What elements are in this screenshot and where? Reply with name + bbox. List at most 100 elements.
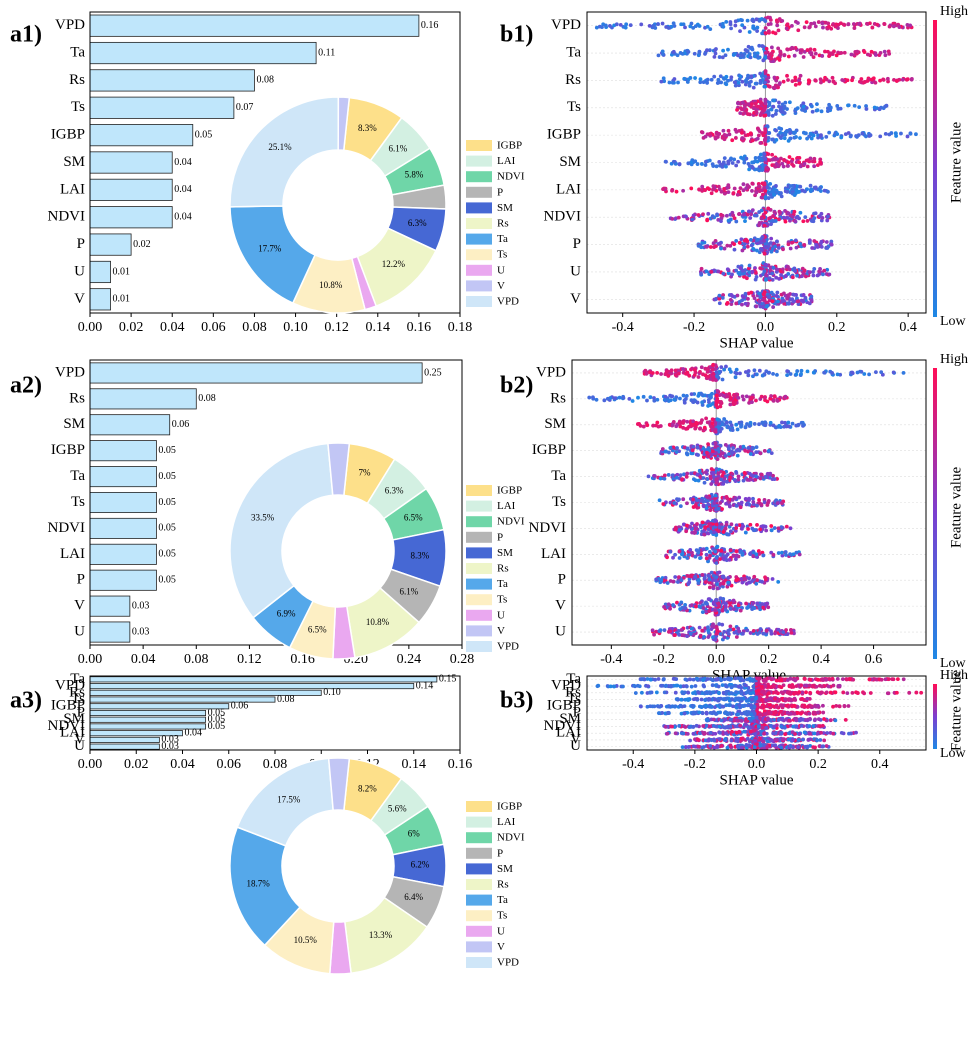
shap-point xyxy=(779,525,784,530)
shap-point xyxy=(682,472,686,477)
shap-point xyxy=(738,29,742,34)
category-label: Ta xyxy=(70,468,85,484)
shap-point xyxy=(787,301,791,305)
shap-point xyxy=(862,691,867,696)
legend-swatch xyxy=(466,531,492,543)
shap-point xyxy=(805,705,810,709)
shap-point xyxy=(733,83,738,88)
shap-point xyxy=(827,272,832,277)
shap-point xyxy=(774,275,779,280)
shap-point xyxy=(815,273,820,278)
shap-point xyxy=(740,551,745,556)
shap-point xyxy=(681,425,686,430)
feature-label: VPD xyxy=(536,364,566,380)
shap-point xyxy=(738,111,743,115)
shap-point xyxy=(728,606,733,611)
shap-point xyxy=(762,223,767,228)
shap-point xyxy=(770,137,775,142)
legend-swatch xyxy=(466,280,492,292)
shap-point xyxy=(712,74,717,79)
shap-point xyxy=(664,683,668,688)
shap-point xyxy=(738,505,743,510)
shap-point xyxy=(830,370,834,375)
panel-label: a1) xyxy=(10,22,42,48)
shap-point xyxy=(750,208,755,213)
shap-point xyxy=(733,136,738,140)
shap-point xyxy=(793,238,798,243)
shap-point xyxy=(673,373,678,377)
shap-point xyxy=(766,605,771,610)
shap-point xyxy=(754,109,759,114)
shap-point xyxy=(718,429,722,434)
shap-point xyxy=(656,677,661,681)
donut-slice xyxy=(229,442,334,619)
x-axis-label: SHAP value xyxy=(719,335,793,351)
shap-point xyxy=(673,368,678,373)
shap-point xyxy=(782,136,787,141)
shap-point xyxy=(818,189,823,193)
shap-point xyxy=(595,684,600,689)
shap-point xyxy=(842,704,847,709)
shap-point xyxy=(743,496,748,501)
shap-point xyxy=(762,152,767,156)
shap-point xyxy=(835,132,840,137)
shap-point xyxy=(755,503,759,508)
x-tick-label: 0.00 xyxy=(78,652,103,667)
shap-point xyxy=(759,472,764,477)
shap-point xyxy=(708,508,713,512)
shap-point xyxy=(724,20,729,24)
shap-point xyxy=(693,159,698,164)
shap-point xyxy=(837,704,842,709)
shap-point xyxy=(748,55,753,60)
shap-point xyxy=(719,400,723,404)
shap-point xyxy=(695,677,700,681)
category-label: VPD xyxy=(55,678,85,694)
shap-point xyxy=(707,522,712,527)
shap-point xyxy=(686,698,691,702)
shap-point xyxy=(778,130,783,135)
shap-point xyxy=(699,271,703,276)
shap-point xyxy=(685,471,690,476)
shap-point xyxy=(729,685,734,690)
feature-label: Ta xyxy=(566,44,581,60)
shap-point xyxy=(736,80,741,85)
shap-point xyxy=(670,80,675,85)
shap-point xyxy=(703,703,708,708)
category-label: Ts xyxy=(71,691,85,707)
shap-point xyxy=(726,580,731,585)
shap-point xyxy=(744,698,749,703)
shap-point xyxy=(789,159,794,164)
shap-point xyxy=(771,104,776,109)
shap-point xyxy=(756,133,761,138)
shap-point xyxy=(753,477,758,482)
shap-point xyxy=(739,576,744,581)
shap-point xyxy=(700,418,704,423)
shap-point xyxy=(720,451,725,456)
shap-point xyxy=(708,476,713,481)
shap-point xyxy=(681,684,686,689)
shap-point xyxy=(722,133,727,137)
shap-point xyxy=(755,523,759,527)
shap-point xyxy=(744,156,749,161)
shap-point xyxy=(814,130,819,135)
shap-point xyxy=(662,79,667,84)
shap-point xyxy=(714,533,719,537)
shap-point xyxy=(812,21,817,26)
shap-point xyxy=(668,606,672,611)
shap-point xyxy=(705,370,710,374)
shap-point xyxy=(651,423,656,428)
shap-point xyxy=(805,696,810,701)
shap-point xyxy=(702,425,707,430)
shap-point xyxy=(774,239,779,244)
bar-value-label: 0.03 xyxy=(132,600,150,611)
shap-point xyxy=(689,21,694,26)
shap-point xyxy=(825,109,830,114)
shap-point xyxy=(740,394,745,399)
shap-point xyxy=(683,606,688,611)
shap-point xyxy=(755,676,760,681)
shap-point xyxy=(762,269,767,274)
shap-point xyxy=(723,442,728,447)
shap-point xyxy=(865,21,869,26)
shap-point xyxy=(770,277,775,282)
